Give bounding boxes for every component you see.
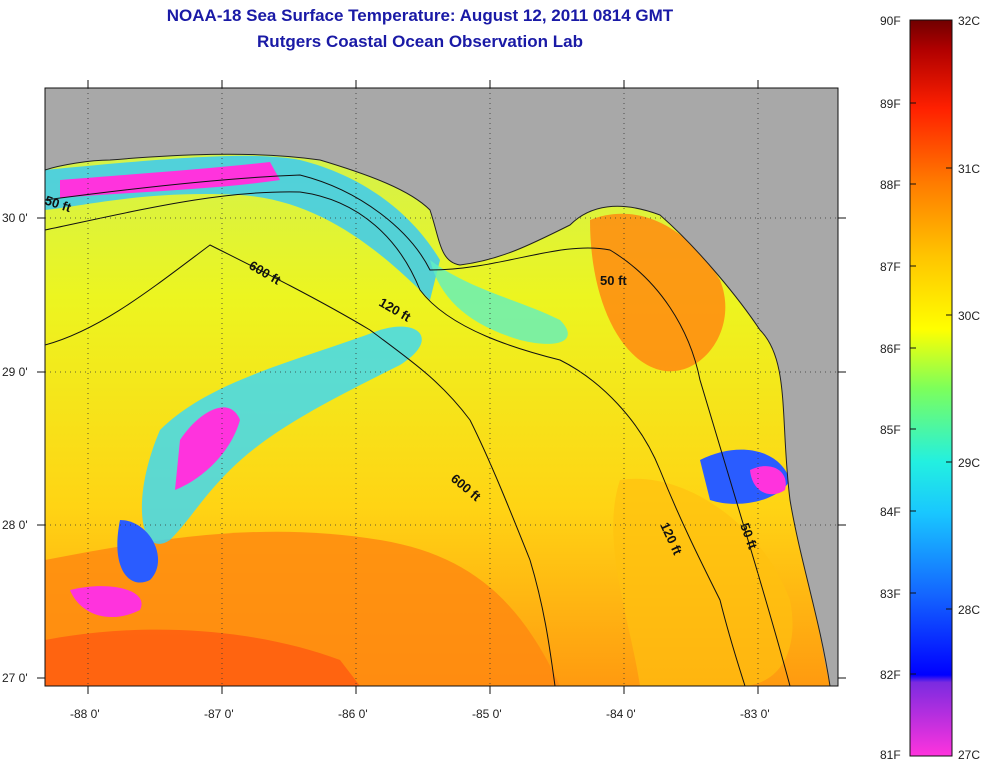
land-west xyxy=(45,88,110,150)
colorbar-ticks xyxy=(910,102,952,675)
lon-label-86: -86 0' xyxy=(338,707,368,721)
lon-label-84: -84 0' xyxy=(606,707,636,721)
cb-f-84: 84F xyxy=(880,505,901,519)
cold-patch-1 xyxy=(175,407,240,490)
cb-f-87: 87F xyxy=(880,260,901,274)
lat-label-27: 27 0' xyxy=(2,671,28,685)
cb-c-31: 31C xyxy=(958,162,981,176)
contour-600ft xyxy=(45,244,556,686)
lon-label-87: -87 0' xyxy=(204,707,234,721)
contour-label-50ft-west: 50 ft xyxy=(43,193,74,216)
contour-120ft xyxy=(45,191,746,686)
shelf-cool-band xyxy=(430,260,568,344)
east-pink-patch xyxy=(750,466,786,495)
lat-label-28: 28 0' xyxy=(2,518,28,532)
graticule xyxy=(45,88,838,686)
cb-f-82: 82F xyxy=(880,668,901,682)
cb-c-28: 28C xyxy=(958,603,981,617)
colorbar xyxy=(909,19,953,757)
cold-patch-2 xyxy=(117,520,159,583)
map-title: NOAA-18 Sea Surface Temperature: August … xyxy=(166,6,674,25)
map-frame xyxy=(44,87,839,687)
contour-50ft xyxy=(45,174,791,686)
cb-f-90: 90F xyxy=(880,14,901,28)
warm-water-southeast xyxy=(613,478,793,686)
map-subtitle: Rutgers Coastal Ocean Observation Lab xyxy=(257,32,583,51)
hot-water-south xyxy=(45,629,360,686)
cb-f-85: 85F xyxy=(880,423,901,437)
axis-ticks xyxy=(37,80,846,694)
lon-label-88: -88 0' xyxy=(70,707,100,721)
map-area: 50 ft 600 ft 120 ft 600 ft 50 ft 120 ft … xyxy=(43,88,838,686)
cb-c-30: 30C xyxy=(958,309,981,323)
coastline xyxy=(45,153,831,686)
florida-peninsula xyxy=(790,380,838,686)
cb-f-88: 88F xyxy=(880,178,901,192)
cb-f-83: 83F xyxy=(880,587,901,601)
lon-label-85: -85 0' xyxy=(472,707,502,721)
cool-plume xyxy=(141,326,422,544)
cb-f-89: 89F xyxy=(880,97,901,111)
contour-label-50ft-bigbend: 50 ft xyxy=(600,273,627,288)
cb-c-29: 29C xyxy=(958,456,981,470)
cb-c-32: 32C xyxy=(958,14,981,28)
lat-label-29: 29 0' xyxy=(2,365,28,379)
lat-label-30: 30 0' xyxy=(2,211,28,225)
cb-f-86: 86F xyxy=(880,342,901,356)
cb-f-81: 81F xyxy=(880,748,901,762)
land xyxy=(45,88,838,686)
cb-c-27: 27C xyxy=(958,748,981,762)
coastal-cold-strip xyxy=(60,162,280,198)
lon-label-83: -83 0' xyxy=(740,707,770,721)
